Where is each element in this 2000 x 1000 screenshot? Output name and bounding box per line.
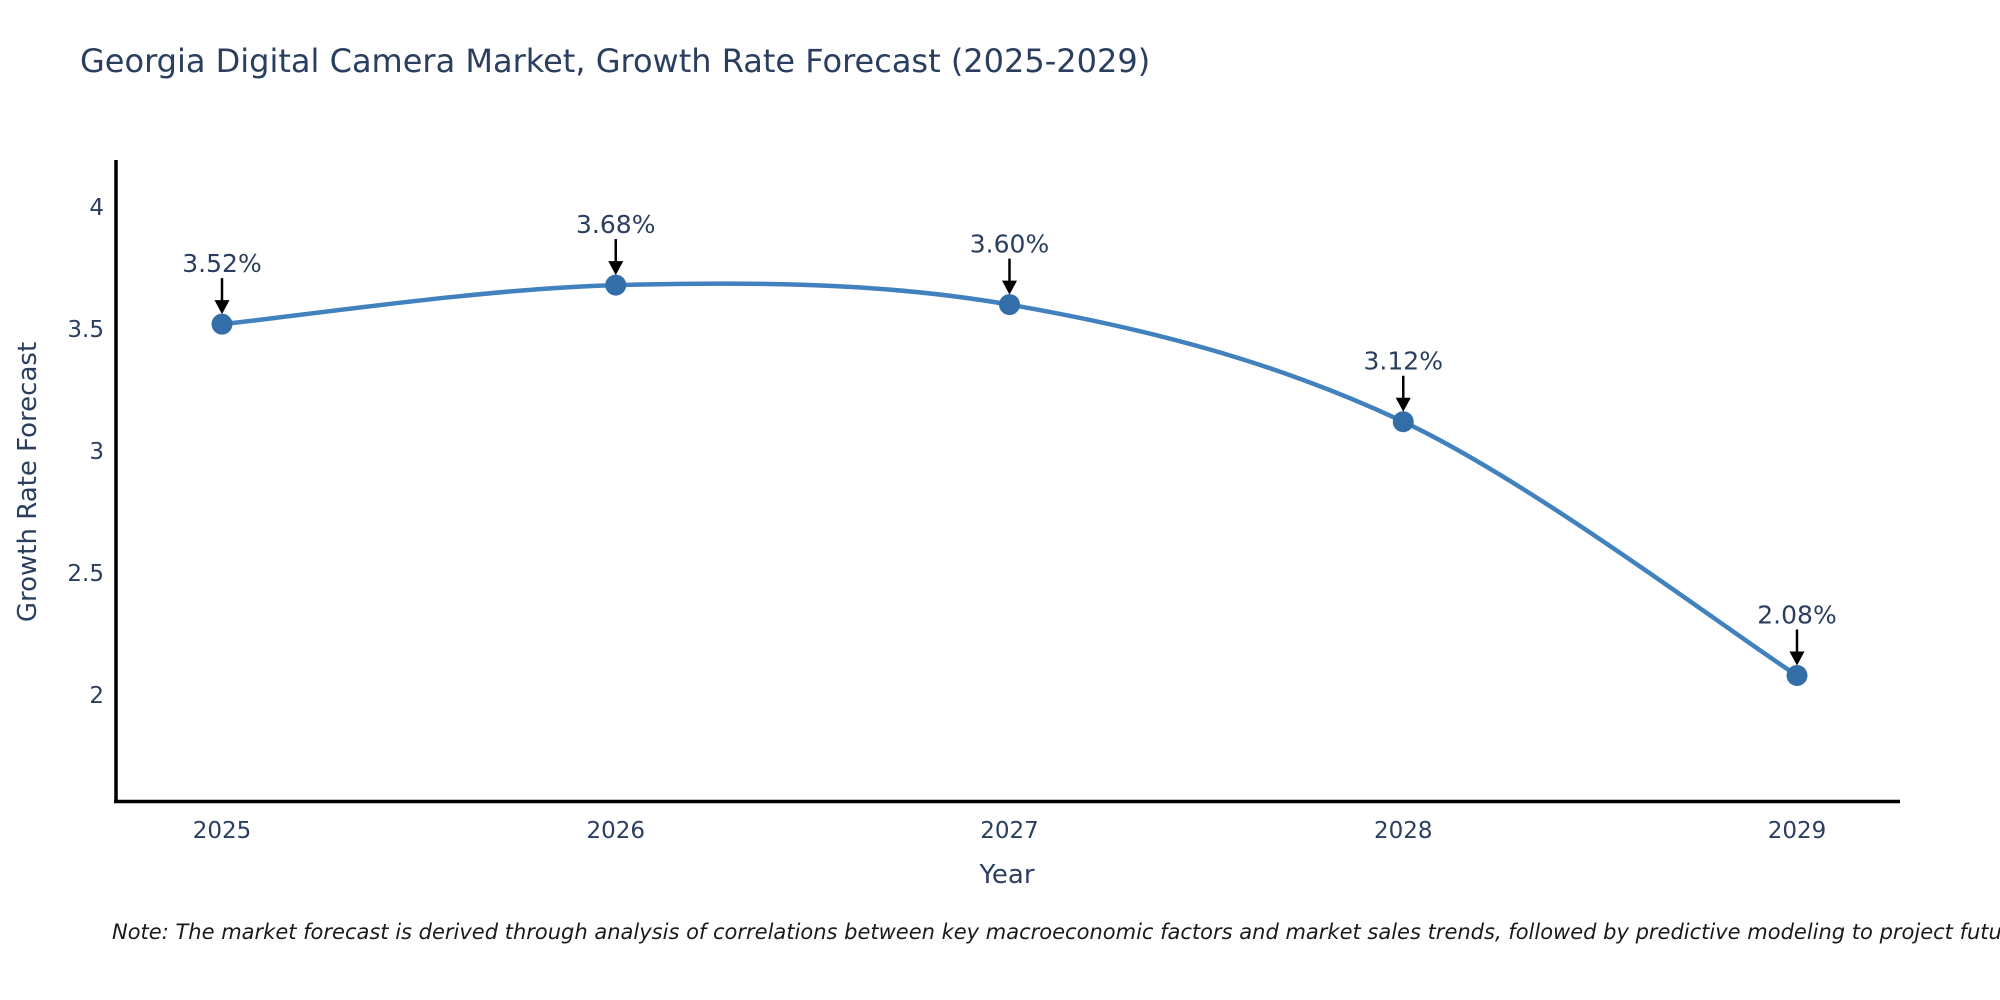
- x-tick-label: 2028: [1374, 818, 1433, 844]
- data-point-marker: [605, 274, 627, 296]
- data-point-marker: [1786, 664, 1808, 686]
- annotation-label: 2.08%: [1757, 600, 1836, 629]
- data-point-marker: [999, 294, 1020, 316]
- y-tick-label: 3.5: [67, 317, 104, 343]
- forecast-line: [219, 281, 1800, 678]
- annotation-label: 3.68%: [576, 210, 655, 239]
- x-tick-label: 2026: [586, 818, 645, 844]
- footnote: Note: The market forecast is derived thr…: [112, 920, 2000, 944]
- annotation-label: 3.52%: [182, 249, 261, 278]
- y-tick-label: 2: [89, 683, 104, 709]
- y-tick-label: 4: [89, 195, 104, 221]
- x-tick-label: 2027: [980, 818, 1039, 844]
- annotation-arrow-head: [1395, 397, 1411, 412]
- x-tick-label: 2025: [193, 818, 252, 844]
- y-tick-label: 2.5: [67, 561, 104, 587]
- footnote-text: Note: The market forecast is derived thr…: [112, 920, 2000, 944]
- y-tick-label: 3: [89, 439, 104, 465]
- x-tick-label: 2029: [1768, 818, 1827, 844]
- annotation-label: 3.60%: [970, 230, 1049, 259]
- data-point-marker: [211, 313, 233, 335]
- data-point-marker: [1392, 411, 1414, 433]
- annotation-arrow-head: [1002, 280, 1017, 295]
- chart-title: Georgia Digital Camera Market, Growth Ra…: [80, 42, 1151, 80]
- annotation-label: 3.12%: [1364, 347, 1443, 376]
- x-axis-title: Year: [979, 860, 1035, 890]
- annotation-arrow-head: [608, 261, 624, 276]
- annotation-arrow-head: [214, 300, 230, 315]
- annotation-arrow-head: [1789, 651, 1805, 666]
